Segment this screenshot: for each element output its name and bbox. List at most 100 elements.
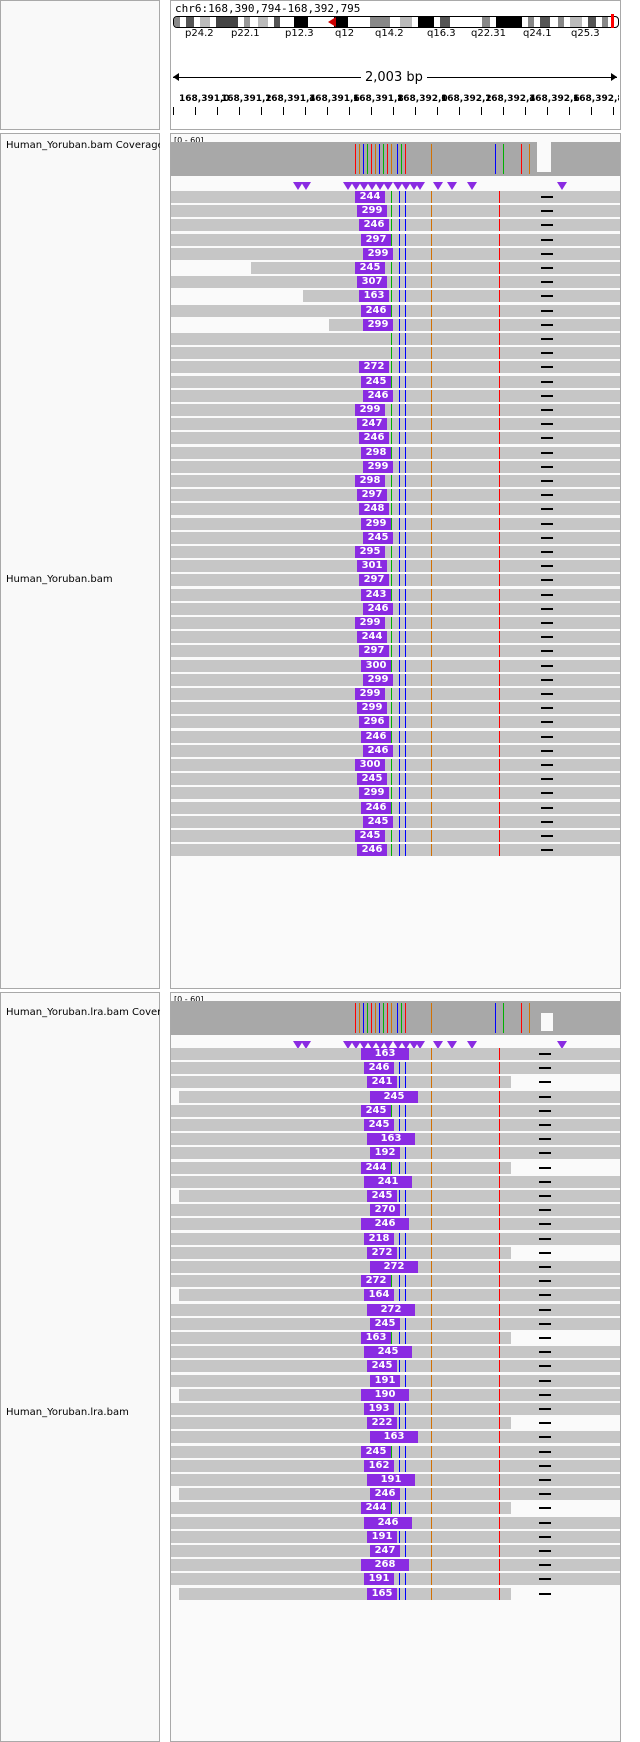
read-alignment[interactable]	[171, 276, 620, 289]
insertion-size-label[interactable]: 191	[367, 1474, 415, 1486]
insertion-size-label[interactable]: 245	[355, 262, 385, 274]
read-alignment[interactable]	[171, 233, 620, 246]
insertion-size-label[interactable]: 299	[363, 460, 393, 473]
insertion-size-label[interactable]: 241	[367, 1076, 397, 1089]
insertion-size-label[interactable]: 297	[359, 574, 389, 587]
insertion-size-label[interactable]: 246	[361, 801, 391, 814]
read-alignment[interactable]	[171, 446, 620, 459]
read-alignment[interactable]	[171, 844, 620, 857]
insertion-size-label[interactable]: 193	[364, 1403, 394, 1415]
insertion-size-label[interactable]: 297	[359, 645, 389, 658]
read-alignment[interactable]	[171, 815, 620, 828]
read-alignment[interactable]	[171, 347, 620, 360]
track1-coverage-bar[interactable]	[171, 142, 620, 176]
read-alignment[interactable]	[171, 617, 620, 629]
insertion-size-label[interactable]: 245	[370, 1317, 400, 1330]
insertion-size-label[interactable]: 272	[367, 1303, 415, 1316]
read-alignment[interactable]	[171, 503, 620, 516]
insertion-size-label[interactable]: 245	[355, 830, 385, 842]
insertion-size-label[interactable]: 299	[357, 205, 387, 218]
insertion-size-label[interactable]: 165	[367, 1587, 397, 1600]
insertion-size-label[interactable]: 218	[364, 1232, 394, 1245]
read-alignment[interactable]	[171, 531, 620, 544]
read-alignment[interactable]	[171, 432, 620, 445]
read-alignment[interactable]	[171, 659, 620, 672]
read-alignment[interactable]	[171, 1076, 511, 1089]
insertion-size-label[interactable]: 244	[357, 631, 387, 644]
read-alignment[interactable]	[171, 1062, 620, 1075]
insertion-size-label[interactable]: 245	[363, 531, 393, 544]
track2-coverage-bar[interactable]	[171, 1001, 620, 1035]
chromosome-ideogram[interactable]	[173, 16, 619, 28]
read-alignment[interactable]	[171, 631, 620, 644]
insertion-size-label[interactable]: 163	[370, 1431, 418, 1444]
read-alignment[interactable]	[171, 205, 620, 218]
read-alignment[interactable]	[179, 1488, 620, 1501]
insertion-size-label[interactable]: 247	[370, 1545, 400, 1557]
read-alignment[interactable]	[171, 787, 620, 800]
read-alignment[interactable]	[171, 1246, 511, 1259]
insertion-size-label[interactable]: 244	[361, 1502, 391, 1515]
track2-coverage-label[interactable]: Human_Yoruban.lra.bam Coverage	[6, 1007, 160, 1018]
read-alignment[interactable]	[171, 1119, 620, 1131]
read-alignment[interactable]	[171, 830, 620, 842]
insertion-size-label[interactable]: 246	[359, 432, 389, 445]
read-alignment[interactable]	[179, 1190, 620, 1202]
insertion-size-label[interactable]: 246	[363, 602, 393, 615]
insertion-size-label[interactable]: 246	[361, 1218, 409, 1231]
insertion-size-label[interactable]: 163	[359, 290, 389, 303]
insertion-size-label[interactable]: 191	[367, 1530, 397, 1543]
read-alignment[interactable]	[171, 304, 620, 317]
read-alignment[interactable]	[171, 560, 620, 573]
read-alignment[interactable]	[171, 404, 620, 416]
insertion-size-label[interactable]: 244	[361, 1161, 391, 1174]
insertion-size-label[interactable]: 299	[363, 318, 393, 331]
read-alignment[interactable]	[171, 673, 620, 686]
insertion-size-label[interactable]: 245	[367, 1190, 397, 1202]
insertion-size-label[interactable]: 245	[361, 1445, 391, 1458]
insertion-size-label[interactable]: 246	[364, 1062, 394, 1075]
insertion-size-label[interactable]: 307	[357, 276, 387, 289]
read-alignment[interactable]	[171, 460, 620, 473]
insertion-size-label[interactable]: 162	[364, 1459, 394, 1472]
read-alignment[interactable]	[171, 759, 620, 771]
insertion-size-label[interactable]: 299	[359, 787, 389, 800]
read-alignment[interactable]	[171, 1459, 620, 1472]
read-alignment[interactable]	[303, 290, 620, 303]
insertion-size-label[interactable]: 245	[361, 375, 391, 388]
read-alignment[interactable]	[171, 517, 620, 530]
insertion-size-label[interactable]: 245	[357, 773, 387, 786]
insertion-size-label[interactable]: 241	[364, 1175, 412, 1188]
read-alignment[interactable]	[171, 1104, 620, 1117]
read-alignment[interactable]	[171, 1232, 620, 1245]
insertion-size-label[interactable]: 300	[361, 659, 391, 672]
read-alignment[interactable]	[171, 1403, 620, 1415]
insertion-size-label[interactable]: 164	[364, 1289, 394, 1302]
read-alignment[interactable]	[171, 730, 620, 743]
insertion-size-label[interactable]: 297	[361, 233, 391, 246]
insertion-size-label[interactable]: 245	[363, 815, 393, 828]
insertion-size-label[interactable]: 248	[359, 503, 389, 516]
read-alignment[interactable]	[179, 1587, 511, 1600]
read-alignment[interactable]	[171, 418, 620, 431]
insertion-size-label[interactable]: 299	[361, 517, 391, 530]
insertion-size-label[interactable]: 245	[361, 1104, 391, 1117]
track2-reads-label[interactable]: Human_Yoruban.lra.bam	[6, 1407, 129, 1418]
read-alignment[interactable]	[179, 1289, 620, 1302]
read-alignment[interactable]	[171, 1502, 511, 1515]
insertion-size-label[interactable]: 245	[364, 1119, 394, 1131]
read-alignment[interactable]	[171, 1332, 511, 1344]
read-alignment[interactable]	[171, 219, 620, 232]
insertion-size-label[interactable]: 245	[364, 1346, 412, 1359]
insertion-size-label[interactable]: 246	[370, 1488, 400, 1501]
insertion-size-label[interactable]: 191	[370, 1374, 400, 1387]
read-alignment[interactable]	[171, 688, 620, 700]
insertion-size-label[interactable]: 246	[363, 744, 393, 757]
read-alignment[interactable]	[171, 716, 620, 729]
read-alignment[interactable]	[171, 333, 620, 345]
read-alignment[interactable]	[171, 1275, 620, 1288]
insertion-size-label[interactable]: 299	[355, 404, 385, 416]
insertion-size-label[interactable]: 246	[361, 304, 391, 317]
insertion-size-label[interactable]: 192	[370, 1147, 400, 1160]
insertion-size-label[interactable]: 246	[359, 219, 389, 232]
